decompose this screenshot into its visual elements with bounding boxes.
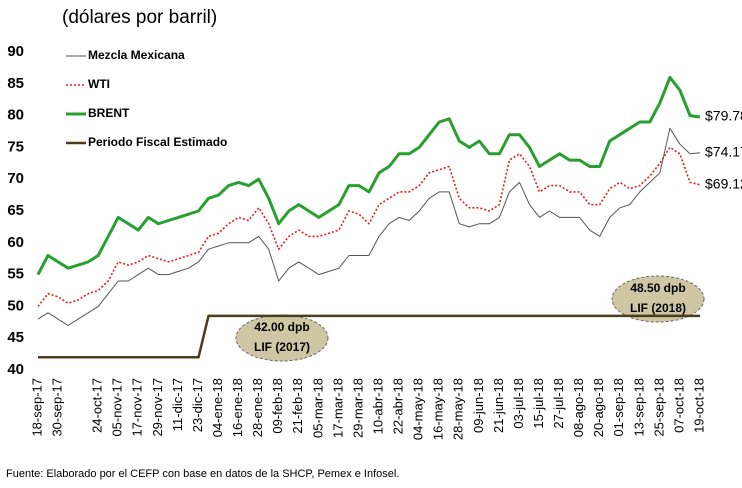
x-tick-label: 16-ene-18	[230, 378, 245, 437]
annotation-text: LIF (2018)	[630, 301, 686, 315]
annotation-bubble	[611, 275, 705, 323]
x-tick-label: 23-dic-17	[190, 378, 205, 432]
x-tick-label: 29-mar-18	[350, 378, 365, 438]
x-tick-label: 22-abr-18	[391, 378, 406, 434]
legend-label: Periodo Fiscal Estimado	[88, 135, 227, 149]
x-tick-label: 21-feb-18	[290, 378, 305, 434]
legend-label: WTI	[88, 77, 110, 91]
x-tick-label: 04-ene-18	[210, 378, 225, 437]
y-tick-label: 55	[7, 266, 24, 283]
x-tick-label: 29-nov-17	[150, 378, 165, 437]
y-tick-label: 45	[7, 329, 24, 346]
x-tick-label: 07-oct-18	[671, 378, 686, 433]
y-tick-label: 60	[7, 234, 24, 251]
x-tick-label: 09-jun-18	[471, 378, 486, 433]
legend-entry: BRENT	[66, 106, 130, 120]
x-tick-label: 01-sep-18	[611, 378, 626, 437]
series-line	[37, 127, 701, 326]
y-tick-label: 70	[7, 170, 24, 187]
legend-label: Mezcla Mexicana	[88, 48, 185, 62]
x-tick-label: 25-sep-18	[651, 378, 666, 437]
y-tick-label: 40	[7, 361, 24, 378]
x-tick-label: 10-abr-18	[370, 378, 385, 434]
x-tick-label: 03-jul-18	[511, 378, 526, 429]
x-tick-label: 20-ago-18	[591, 378, 606, 437]
legend-entry: WTI	[66, 77, 110, 91]
y-tick-label: 50	[7, 297, 24, 314]
end-value-label: $74.17	[705, 143, 742, 159]
annotation-text: 48.50 dpb	[630, 281, 685, 295]
series-line	[38, 314, 700, 359]
legend-entry: Periodo Fiscal Estimado	[66, 135, 227, 149]
x-tick-label: 17-mar-18	[330, 378, 345, 438]
source-note: Fuente: Elaborado por el CEFP con base e…	[6, 468, 399, 480]
legend-label: BRENT	[88, 106, 130, 120]
end-value-label: $69.12	[705, 175, 742, 191]
x-tick-label: 27-jul-18	[551, 378, 566, 429]
x-tick-label: 08-ago-18	[571, 378, 586, 437]
x-tick-label: 19-oct-18	[691, 378, 706, 433]
x-tick-label: 13-sep-18	[631, 378, 646, 437]
annotation-text: 42.00 dpb	[254, 320, 309, 334]
x-tick-label: 05-nov-17	[110, 378, 125, 437]
chart-subtitle: (dólares por barril)	[62, 7, 217, 28]
x-tick-label: 05-mar-18	[310, 378, 325, 438]
x-tick-label: 28-may-18	[451, 378, 466, 440]
x-tick-label: 09-feb-18	[270, 378, 285, 434]
y-tick-label: 90	[7, 43, 24, 60]
x-tick-label: 15-jul-18	[531, 378, 546, 429]
y-tick-label: 75	[7, 138, 24, 155]
x-tick-label: 24-oct-17	[90, 378, 105, 433]
series-line	[37, 146, 701, 307]
annotation-text: LIF (2017)	[254, 340, 310, 354]
y-tick-label: 65	[7, 202, 24, 219]
x-tick-label: 28-ene-18	[250, 378, 265, 437]
end-value-label: $79.78	[705, 108, 742, 124]
legend-entry: Mezcla Mexicana	[66, 48, 185, 62]
y-tick-label: 80	[7, 107, 24, 124]
x-tick-label: 17-nov-17	[130, 378, 145, 437]
x-tick-label: 30-sep-17	[49, 378, 64, 437]
x-tick-label: 18-sep-17	[29, 378, 44, 437]
x-tick-label: 21-jun-18	[491, 378, 506, 433]
x-tick-label: 04-may-18	[411, 378, 426, 440]
series-line	[36, 75, 701, 276]
x-tick-label: 11-dic-17	[170, 378, 185, 431]
y-tick-label: 85	[7, 75, 24, 92]
x-tick-label: 16-may-18	[431, 378, 446, 440]
